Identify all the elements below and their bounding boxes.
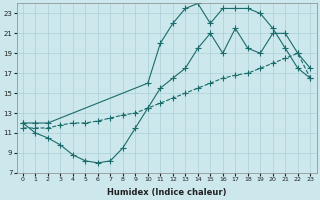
X-axis label: Humidex (Indice chaleur): Humidex (Indice chaleur) xyxy=(107,188,226,197)
